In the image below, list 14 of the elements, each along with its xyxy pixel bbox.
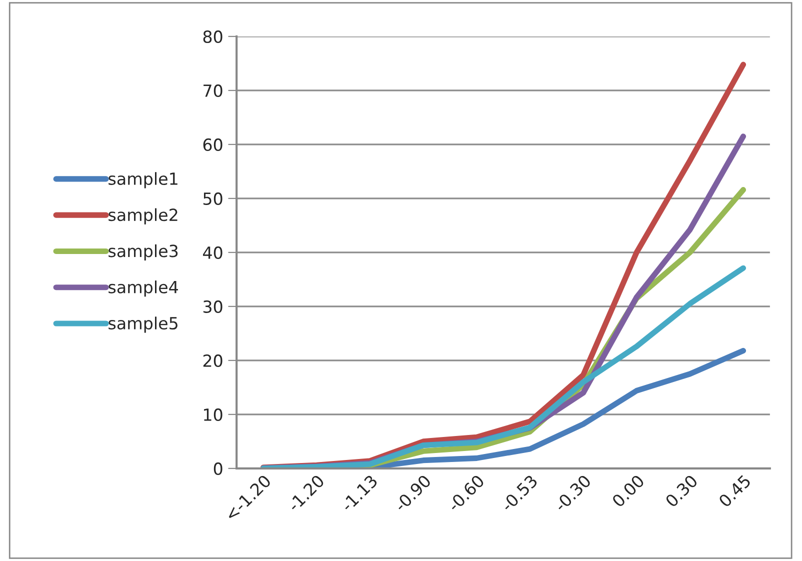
- y-tick-label: 60: [203, 138, 222, 152]
- y-tick-label: 20: [203, 354, 222, 368]
- y-tick-label: 30: [203, 300, 222, 314]
- y-tick-label: 0: [214, 462, 222, 476]
- legend-label: sample2: [108, 208, 178, 224]
- legend-label: sample5: [108, 316, 178, 333]
- y-tick-label: 80: [203, 30, 222, 44]
- y-tick-label: 40: [203, 246, 222, 260]
- y-tick-label: 50: [203, 192, 222, 206]
- legend-label: sample4: [108, 280, 178, 297]
- y-tick-label: 70: [204, 84, 222, 98]
- y-tick-label: 10: [204, 408, 222, 422]
- legend-label: sample3: [108, 244, 178, 261]
- legend-label: sample1: [108, 172, 178, 188]
